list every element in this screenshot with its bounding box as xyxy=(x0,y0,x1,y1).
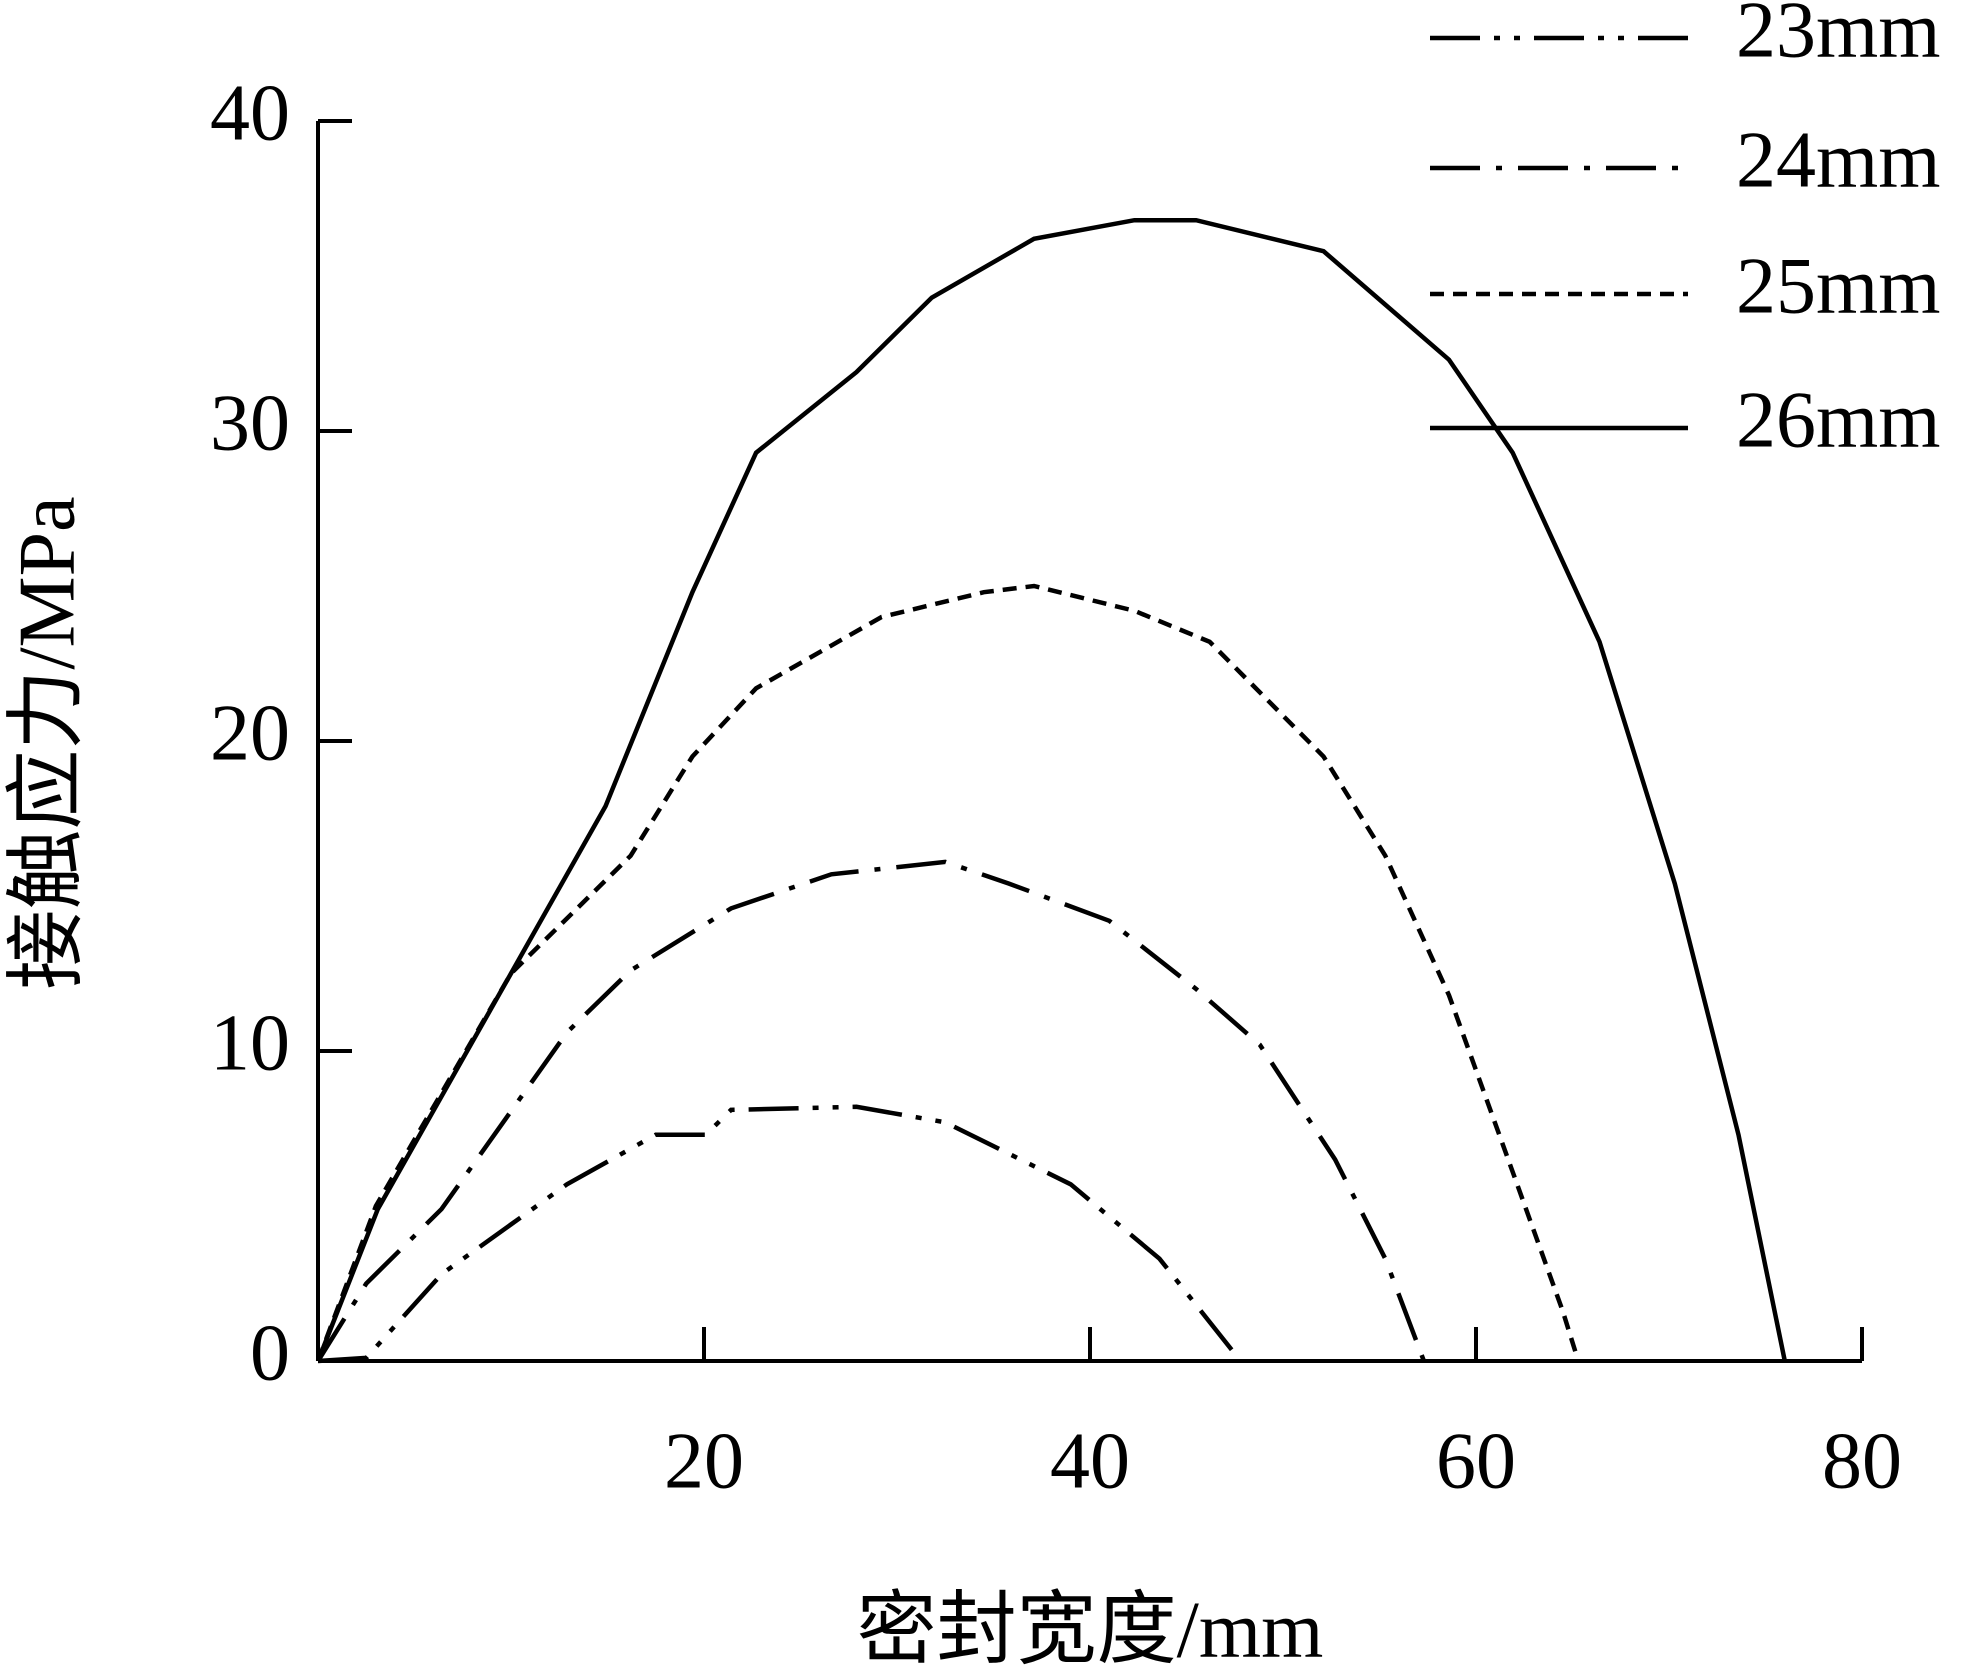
y-tick-label: 0 xyxy=(250,1309,290,1397)
y-tick-label: 40 xyxy=(210,69,290,157)
x-tick-label: 40 xyxy=(1050,1417,1130,1505)
x-tick-label: 20 xyxy=(664,1417,744,1505)
data-line xyxy=(315,217,1788,1362)
legend-label: 25mm xyxy=(1736,242,1940,330)
y-tick-label: 20 xyxy=(210,689,290,777)
data-line xyxy=(317,1104,1243,1364)
y-tick-label: 30 xyxy=(210,379,290,467)
x-axis-title: 密封宽度/mm xyxy=(857,1586,1324,1674)
x-tick-label: 80 xyxy=(1822,1417,1902,1505)
legend-label: 24mm xyxy=(1736,116,1940,204)
data-line xyxy=(316,859,1426,1363)
data-line xyxy=(315,583,1581,1362)
x-tick-label: 60 xyxy=(1436,1417,1516,1505)
y-axis-title: 接触应力/MPa xyxy=(3,496,91,989)
y-tick-label: 10 xyxy=(210,999,290,1087)
legend-label: 23mm xyxy=(1736,0,1940,74)
legend-label: 26mm xyxy=(1736,376,1940,464)
